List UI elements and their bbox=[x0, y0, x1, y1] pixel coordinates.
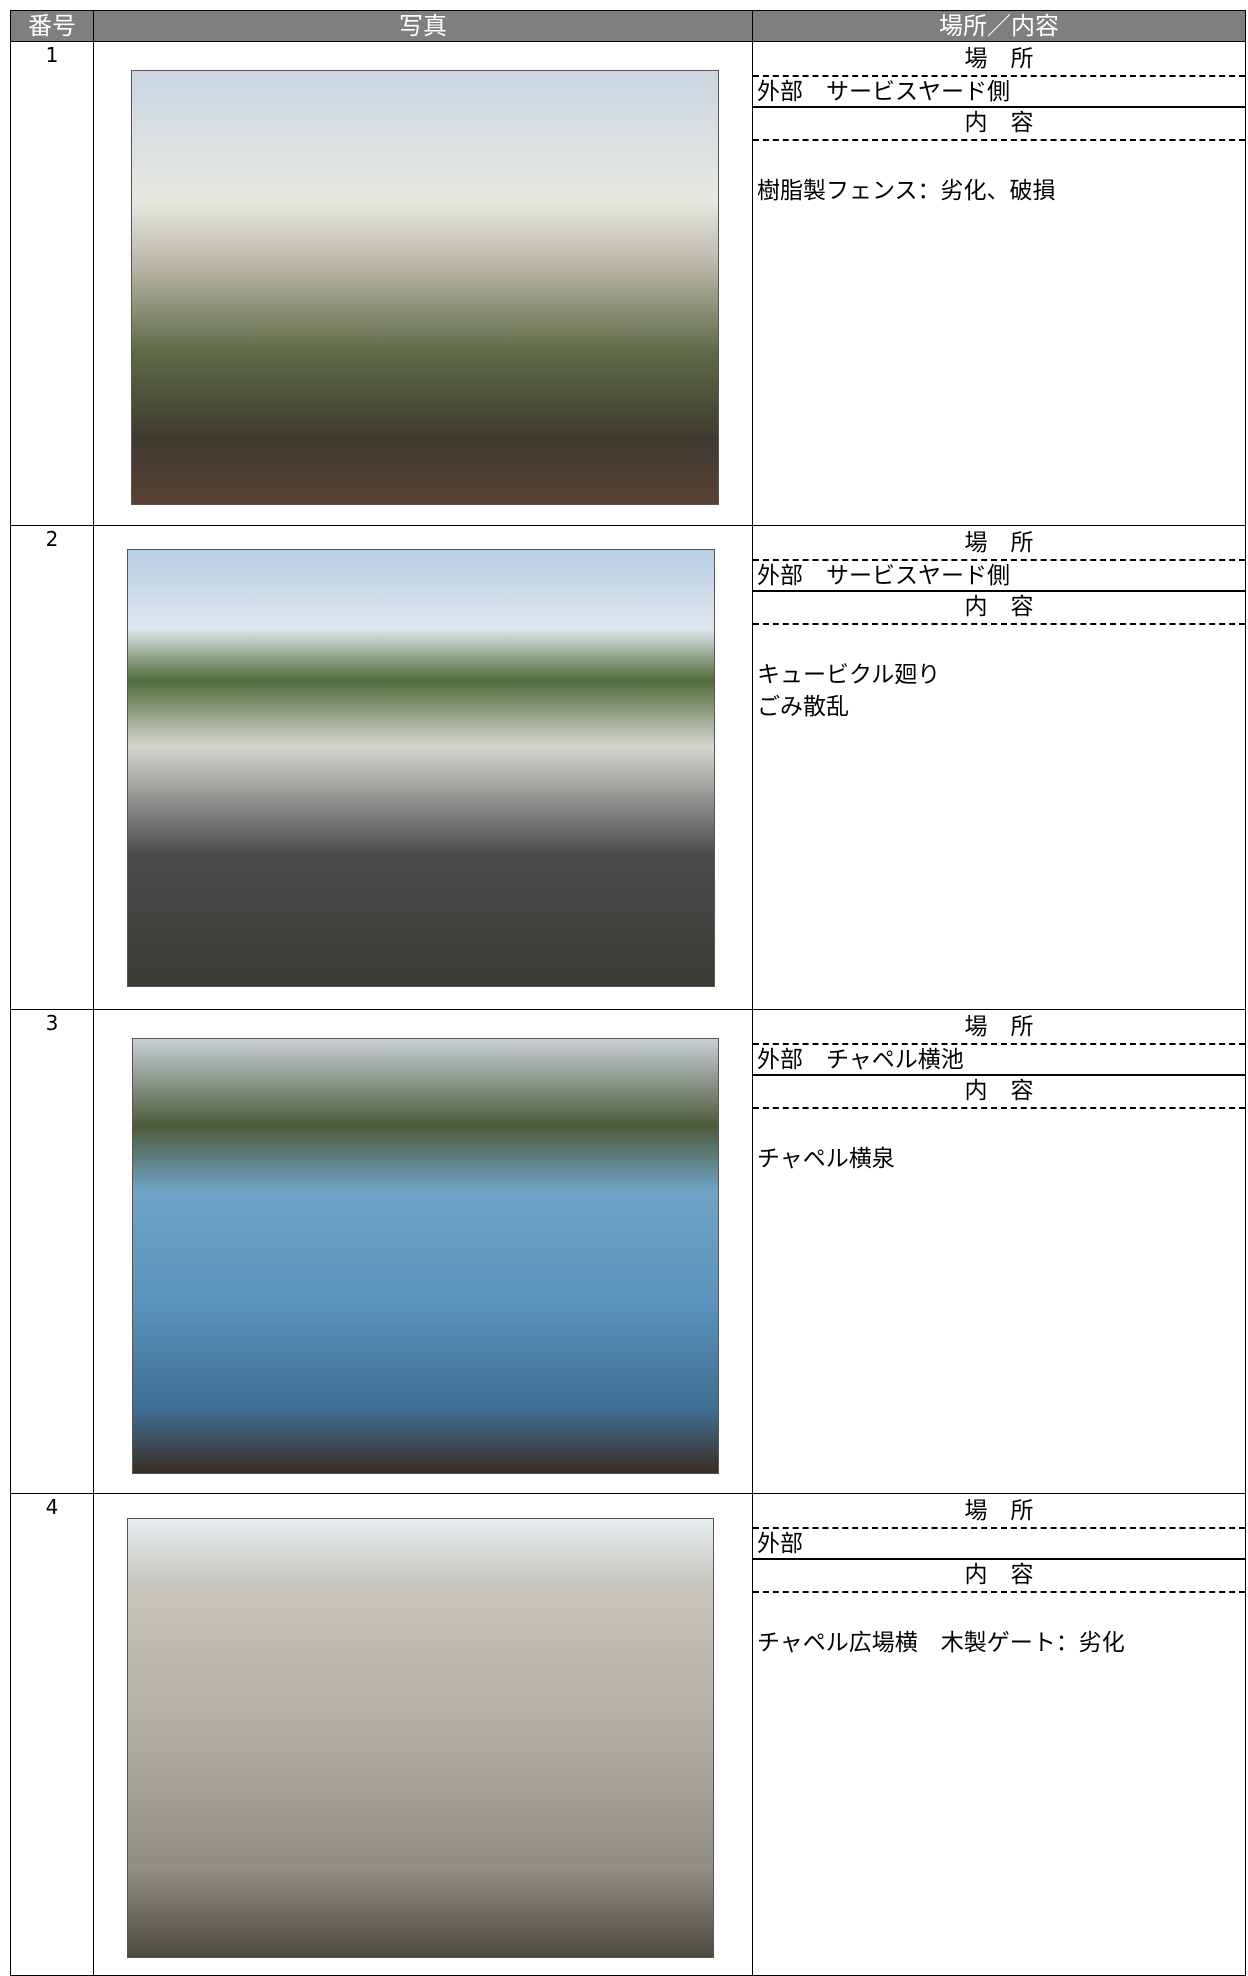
location: 外部 bbox=[753, 1529, 1245, 1560]
row-number: 1 bbox=[10, 41, 94, 526]
content-label: 内 容 bbox=[753, 592, 1245, 625]
content: 樹脂製フェンス：劣化、破損 bbox=[757, 178, 1056, 204]
photo bbox=[127, 549, 715, 987]
content-label: 内 容 bbox=[753, 1560, 1245, 1593]
header-photo: 写真 bbox=[93, 10, 753, 42]
content: チャペル広場横 木製ゲート：劣化 bbox=[757, 1630, 1125, 1656]
photo bbox=[132, 1038, 719, 1474]
content-label: 内 容 bbox=[753, 1076, 1245, 1109]
location-label: 場 所 bbox=[753, 1012, 1245, 1045]
row-number: 4 bbox=[10, 1493, 94, 1976]
location: 外部 チャペル横池 bbox=[753, 1045, 1245, 1076]
photo bbox=[131, 70, 719, 505]
row-number: 2 bbox=[10, 525, 94, 1010]
content: キュービクル廻り ごみ散乱 bbox=[757, 662, 941, 720]
photo bbox=[127, 1518, 714, 1958]
content: チャペル横泉 bbox=[757, 1146, 895, 1172]
location-label: 場 所 bbox=[753, 44, 1245, 77]
location-label: 場 所 bbox=[753, 528, 1245, 561]
header-location-content: 場所／内容 bbox=[752, 10, 1246, 42]
row-number: 3 bbox=[10, 1009, 94, 1494]
content-label: 内 容 bbox=[753, 108, 1245, 141]
header-number: 番号 bbox=[10, 10, 94, 42]
location: 外部 サービスヤード側 bbox=[753, 77, 1245, 108]
location: 外部 サービスヤード側 bbox=[753, 561, 1245, 592]
location-label: 場 所 bbox=[753, 1496, 1245, 1529]
